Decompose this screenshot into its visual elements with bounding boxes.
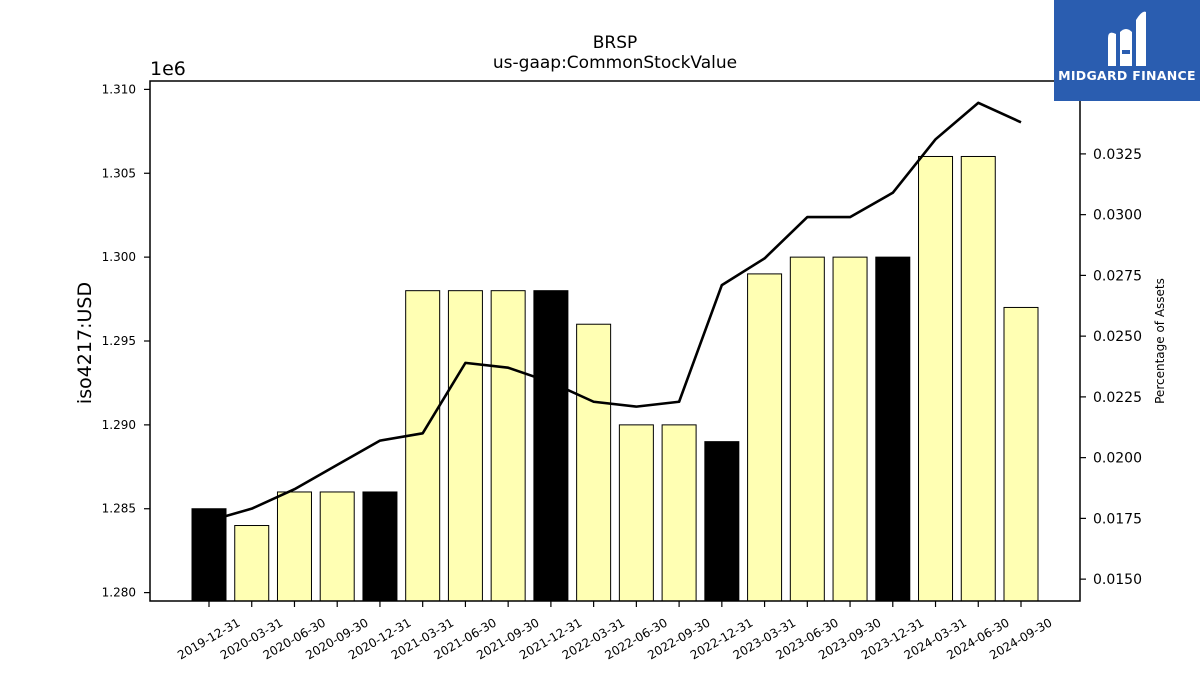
bar-2021-06-30 (447, 290, 483, 602)
y2-tick-label-0.0250: 0.0250 (1093, 329, 1142, 345)
bar-2023-09-30 (832, 256, 868, 602)
y-tick-label-1.300: 1.300 (102, 250, 136, 264)
bars-layer (191, 155, 1039, 602)
y2-tick-label-0.0150: 0.0150 (1093, 572, 1142, 588)
bar-2021-12-31 (533, 290, 569, 602)
percentage-line (208, 101, 1022, 523)
y-tick-label-1.305: 1.305 (102, 166, 136, 180)
y2-tick-label-0.0225: 0.0225 (1093, 390, 1142, 406)
y2-tick-label-0.0275: 0.0275 (1093, 268, 1142, 284)
bar-2021-09-30 (490, 290, 526, 602)
bar-2023-03-31 (747, 273, 783, 602)
y-tick-label-1.285: 1.285 (102, 502, 136, 516)
y2-tick-label-0.0200: 0.0200 (1093, 451, 1142, 467)
chart-subtitle: us-gaap:CommonStockValue (493, 53, 737, 73)
y-tick-label-1.310: 1.310 (102, 82, 136, 96)
y-tick-label-1.295: 1.295 (102, 334, 136, 348)
y-offset-label: 1e6 (150, 58, 186, 80)
bar-2020-06-30 (276, 491, 312, 602)
bar-2020-09-30 (319, 491, 355, 602)
y2-tick-label-0.0325: 0.0325 (1093, 147, 1142, 163)
y2-axis-label: Percentage of Assets (1153, 278, 1167, 404)
y-tick-label-1.280: 1.280 (102, 586, 136, 600)
bar-2022-03-31 (576, 323, 612, 602)
bar-2019-12-31 (191, 508, 227, 602)
bar-2020-03-31 (234, 525, 270, 602)
chart-title: BRSP (593, 33, 638, 53)
logo-text: MIDGARD FINANCE (1058, 68, 1196, 83)
y2-tick-label-0.0175: 0.0175 (1093, 511, 1142, 527)
y2-tick-label-0.0300: 0.0300 (1093, 208, 1142, 224)
bar-2020-12-31 (362, 491, 398, 602)
bar-2024-09-30 (1003, 306, 1039, 602)
bar-2022-09-30 (661, 424, 697, 602)
bar-2023-06-30 (789, 256, 825, 602)
bar-2021-03-31 (405, 290, 441, 602)
logo-mark-icon (1108, 11, 1146, 66)
bar-2024-03-31 (918, 155, 954, 602)
y-axis-label: iso4217:USD (74, 282, 96, 404)
line-layer (208, 101, 1022, 523)
bar-2023-12-31 (875, 256, 911, 602)
y-tick-label-1.290: 1.290 (102, 418, 136, 432)
bar-2022-12-31 (704, 441, 740, 602)
bar-2024-06-30 (960, 155, 996, 602)
midgard-finance-logo: MIDGARD FINANCE (1054, 0, 1200, 101)
bar-2022-06-30 (618, 424, 654, 602)
